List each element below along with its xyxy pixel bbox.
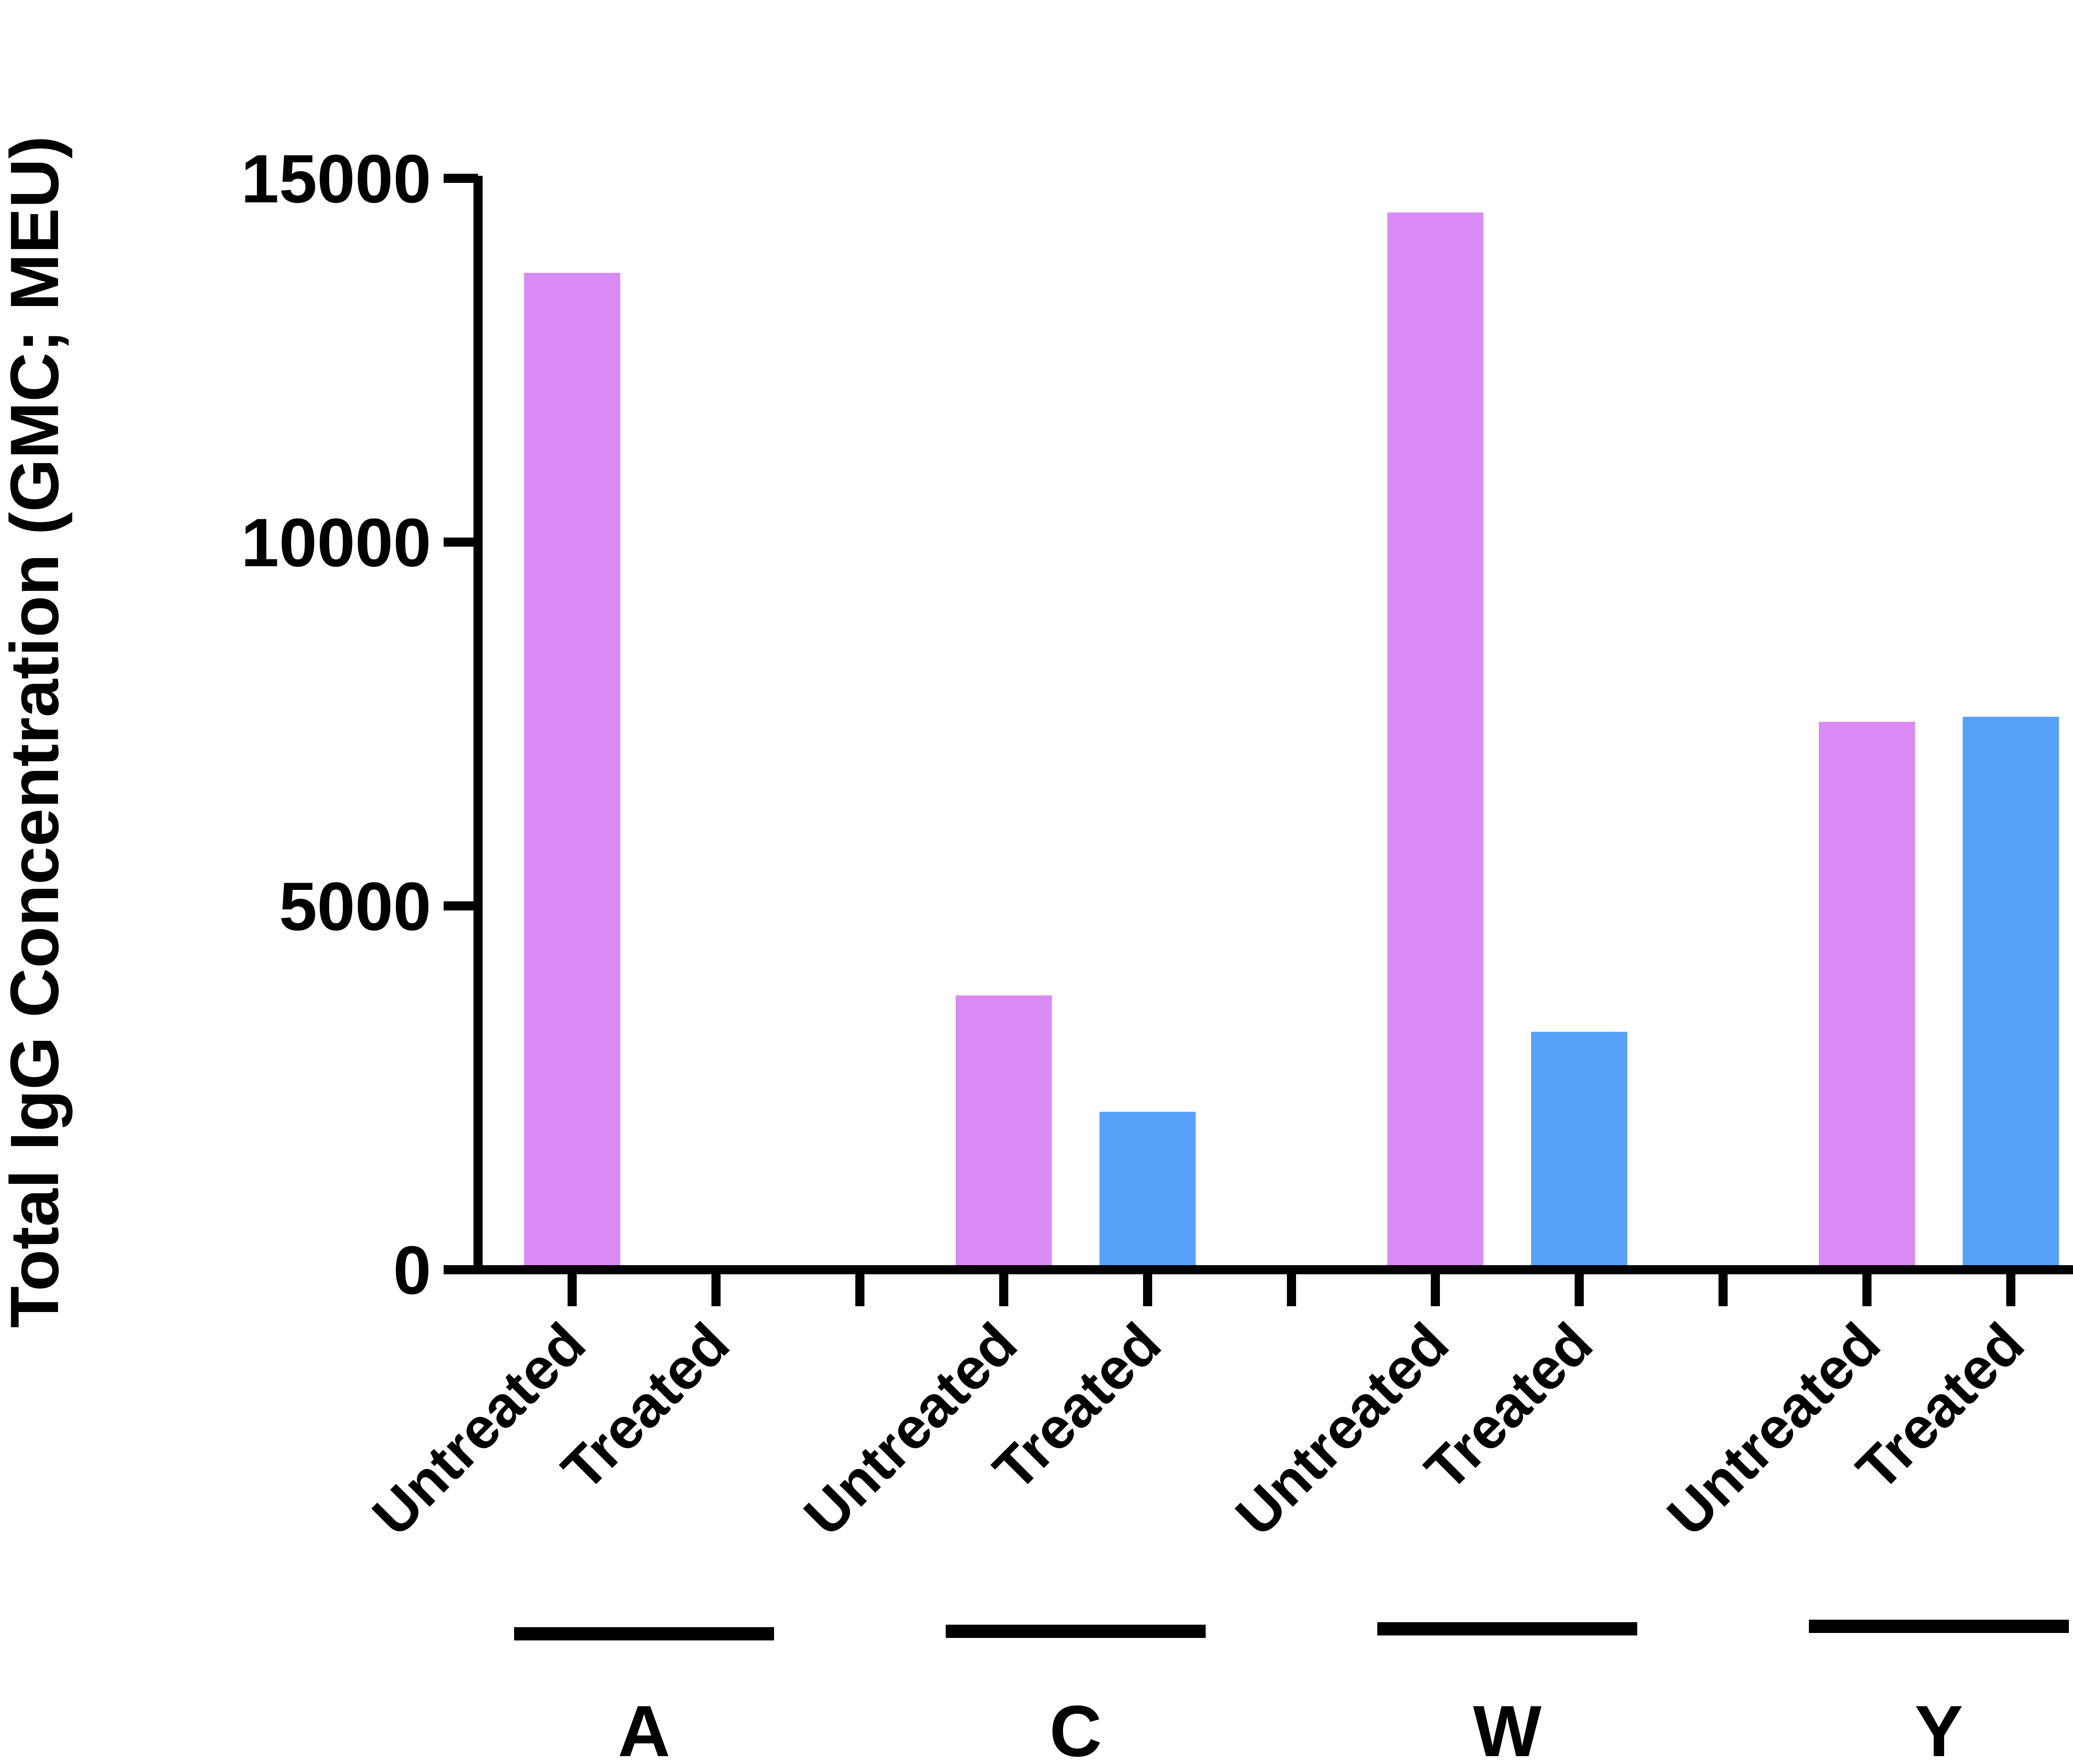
- bar-c-untreated: [956, 995, 1052, 1270]
- bars-layer: [524, 212, 2059, 1270]
- x-tick-label: Untreated: [1655, 1310, 1892, 1548]
- bar-y-treated: [1963, 717, 2059, 1270]
- y-tick-label: 10000: [241, 504, 431, 581]
- bar-c-treated: [1100, 1112, 1196, 1270]
- y-tick-label: 5000: [279, 868, 431, 945]
- axes-layer: [444, 174, 2073, 1306]
- y-axis-label: Total IgG Concentration (GMC; MEU): [0, 136, 73, 1328]
- y-tick-label: 15000: [241, 141, 431, 217]
- x-tick-label: Untreated: [791, 1310, 1029, 1548]
- group-label: C: [1049, 1691, 1102, 1764]
- bar-w-untreated: [1387, 212, 1483, 1270]
- x-tick-label: Untreated: [360, 1310, 597, 1548]
- bar-y-untreated: [1819, 722, 1915, 1270]
- group-label: A: [618, 1691, 670, 1764]
- group-label: W: [1473, 1691, 1541, 1764]
- x-tick-label: Untreated: [1223, 1310, 1461, 1548]
- bar-w-treated: [1531, 1032, 1627, 1270]
- group-label: Y: [1915, 1691, 1963, 1764]
- y-tick-label: 0: [393, 1232, 431, 1308]
- bar-a-untreated: [524, 273, 620, 1270]
